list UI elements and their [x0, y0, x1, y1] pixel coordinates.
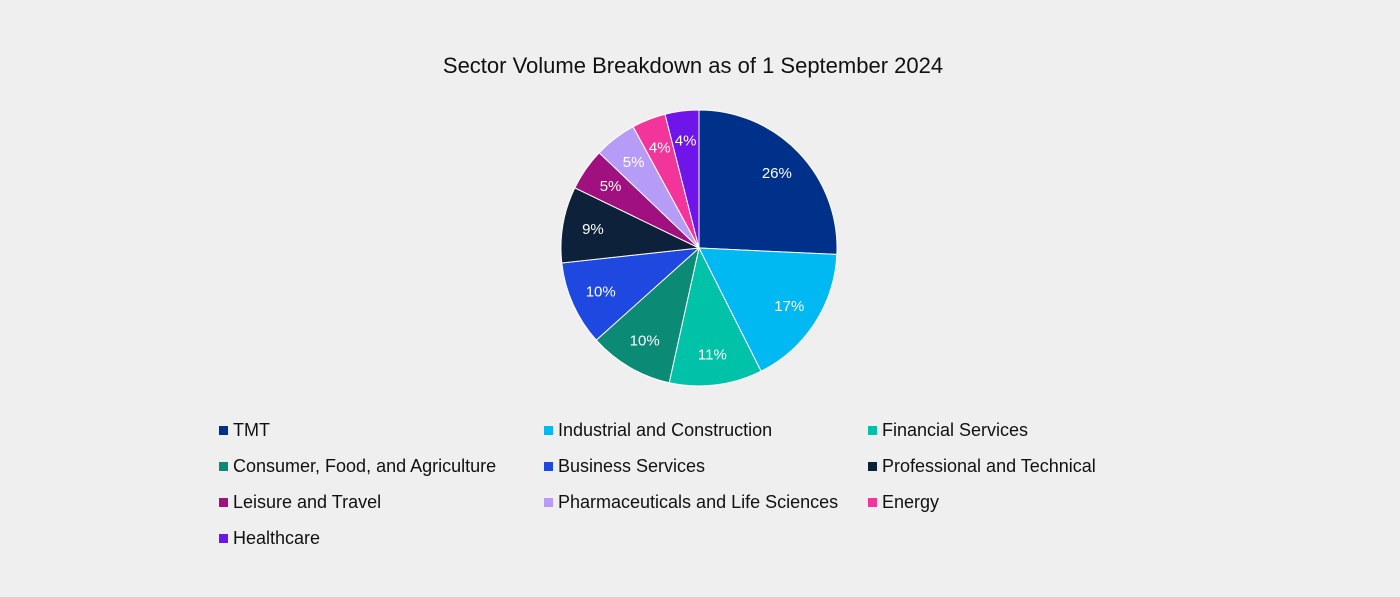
data-label-8: 5%: [623, 154, 645, 171]
legend-label: Consumer, Food, and Agriculture: [233, 455, 497, 476]
pie-slice-5: [561, 247, 701, 341]
pie-slice-10: [664, 109, 700, 249]
legend-item: Energy: [868, 490, 939, 514]
legend-item: Business Services: [544, 454, 705, 478]
legend-item: Financial Services: [868, 418, 1028, 442]
data-label-2: 17%: [774, 298, 804, 315]
data-label-5: 10%: [586, 283, 616, 300]
pie-slice-1: [698, 109, 838, 255]
legend-swatch: [544, 461, 553, 471]
data-label-10: 4%: [675, 133, 697, 150]
legend-swatch: [868, 497, 877, 507]
legend-swatch: [868, 425, 877, 435]
legend-label: TMT: [233, 419, 270, 440]
pie-slice-3: [668, 246, 762, 387]
legend-swatch: [219, 497, 228, 507]
legend-item: Industrial and Construction: [544, 418, 772, 442]
data-label-6: 9%: [582, 221, 604, 238]
chart-title: Sector Volume Breakdown as of 1 Septembe…: [442, 53, 944, 78]
legend-label: Professional and Technical: [882, 455, 1096, 476]
legend-label: Industrial and Construction: [558, 419, 773, 440]
pie-slice-2: [698, 247, 838, 372]
legend-label: Financial Services: [882, 419, 1029, 440]
data-label-3: 11%: [698, 346, 727, 363]
legend-swatch: [219, 461, 228, 471]
data-label-1: 26%: [762, 165, 792, 182]
legend-item: Professional and Technical: [868, 454, 1096, 478]
legend-label: Business Services: [558, 455, 706, 476]
data-label-7: 5%: [600, 178, 622, 195]
legend-swatch: [544, 497, 553, 507]
legend-swatch: [219, 533, 228, 543]
legend-item: Pharmaceuticals and Life Sciences: [544, 490, 838, 514]
pie-slice-4: [595, 246, 700, 384]
legend-label: Healthcare: [233, 527, 321, 548]
legend-item: TMT: [219, 418, 270, 442]
data-label-9: 4%: [649, 139, 671, 156]
legend-item: Consumer, Food, and Agriculture: [219, 454, 496, 478]
legend-label: Leisure and Travel: [233, 491, 382, 512]
data-label-4: 10%: [630, 332, 660, 349]
legend-swatch: [868, 461, 877, 471]
legend-item: Healthcare: [219, 526, 320, 550]
legend-item: Leisure and Travel: [219, 490, 381, 514]
legend-label: Pharmaceuticals and Life Sciences: [558, 491, 839, 512]
legend-swatch: [219, 425, 228, 435]
legend-swatch: [544, 425, 553, 435]
legend-label: Energy: [882, 491, 940, 512]
